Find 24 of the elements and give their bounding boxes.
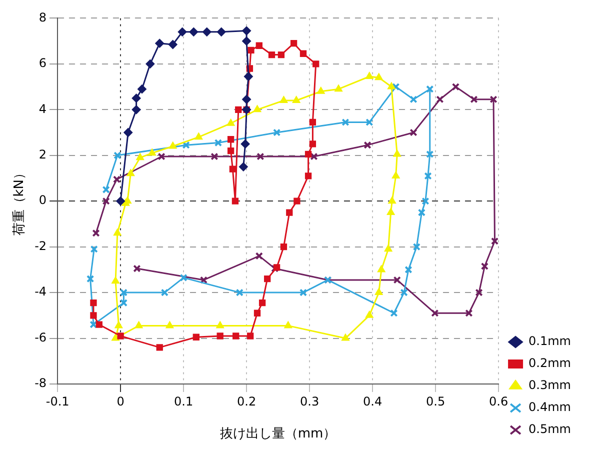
- legend-label: 0.2mm: [528, 356, 572, 370]
- y-tick-label: 0: [38, 193, 47, 208]
- legend-label: 0.1mm: [528, 334, 572, 348]
- y-tick-label: -2: [34, 238, 47, 253]
- x-tick-label: 0.2: [237, 394, 256, 408]
- y-tick-label: -4: [34, 284, 47, 299]
- x-tick-label: 0.1: [174, 394, 194, 408]
- legend-label: 0.4mm: [528, 400, 572, 414]
- y-tick-label: 6: [38, 56, 47, 70]
- x-axis-title: 抜け出し量（mm）: [220, 426, 336, 442]
- y-tick-label: 8: [38, 10, 47, 24]
- y-tick-label: -6: [34, 330, 47, 344]
- y-tick-label: 2: [38, 148, 47, 162]
- x-tick-label: 0.6: [488, 394, 508, 408]
- x-tick-label: 0.4: [363, 394, 382, 408]
- y-axis-title: 荷重（kN）: [12, 166, 28, 236]
- x-tick-label: 0: [116, 394, 124, 408]
- x-tick-label: -0.1: [46, 394, 70, 408]
- y-tick-label: -8: [34, 376, 47, 390]
- x-tick-label: 0.5: [426, 394, 446, 408]
- legend-label: 0.5mm: [528, 422, 572, 436]
- x-tick-label: 0.3: [300, 394, 320, 408]
- y-tick-label: 4: [38, 102, 47, 116]
- legend-label: 0.3mm: [528, 378, 572, 392]
